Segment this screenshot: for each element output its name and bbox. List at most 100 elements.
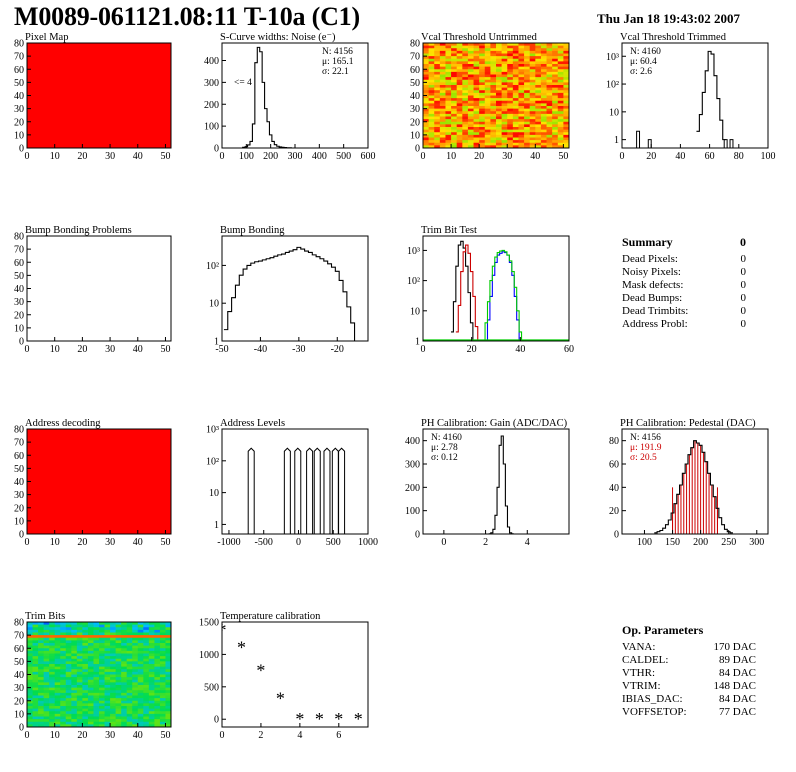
vcal-untrimmed-map-cell [546, 53, 553, 57]
vcal-trimmed-x-tick-label: 100 [761, 151, 776, 162]
vcal-untrimmed-map-cell [462, 66, 469, 70]
vcal-untrimmed-map-cell [451, 90, 458, 94]
trim-bits-map-cell [165, 711, 171, 715]
trim-bits-map-cell [143, 629, 150, 633]
trim-bits-map-cell [27, 687, 33, 691]
trim-bits-map-cell [43, 695, 50, 699]
trim-bits-map-cell [148, 679, 155, 683]
vcal-untrimmed-map-cell [462, 145, 469, 148]
trim-bits-map-cell [82, 661, 89, 665]
bump-bonding-x-tick-label: -40 [254, 344, 267, 355]
vcal-untrimmed-map-cell [484, 48, 491, 52]
trim-bit-test-series-line [485, 251, 522, 341]
vcal-untrimmed-map-cell [552, 108, 559, 112]
scurve-widths-x-tick-label: 600 [361, 151, 376, 162]
trim-bits-map-cell [76, 716, 83, 720]
vcal-untrimmed-map-cell [423, 142, 430, 146]
vcal-untrimmed-map-cell [524, 98, 531, 102]
trim-bits-map-cell [121, 666, 128, 670]
vcal-untrimmed-map-cell [484, 108, 491, 112]
vcal-untrimmed-map-cell [540, 77, 547, 81]
vcal-untrimmed-map-cell [451, 87, 458, 91]
vcal-untrimmed-map-cell [434, 121, 441, 125]
trim-bits-map-cell [165, 700, 171, 704]
trim-bits-map-cell [32, 687, 39, 691]
vcal-untrimmed-map-cell [434, 145, 441, 148]
scurve-widths-x-tick-label: 100 [239, 151, 254, 162]
vcal-untrimmed-map-cell [473, 69, 480, 73]
trim-bits-map-cell [54, 674, 61, 678]
trim-bits-map-cell [99, 656, 105, 660]
temperature-data-point: * [315, 709, 324, 729]
bump-map-palette-step [175, 247, 183, 253]
ph-pedestal-stat-line: μ: 191.9 [630, 443, 662, 453]
vcal-untrimmed-map-cell [552, 43, 559, 47]
vcal-untrimmed-map-cell [423, 106, 430, 110]
vcal-untrimmed-map-cell [518, 43, 525, 47]
vcal-untrimmed-map-cell [535, 132, 542, 136]
trim-bits-palette-label: 10 [185, 661, 191, 666]
trim-bits-map-cell [115, 671, 122, 675]
trim-bits-map-cell [110, 629, 117, 633]
vcal-untrimmed-map-cell [456, 95, 463, 99]
trim-bits-map-cell [110, 648, 117, 652]
vcal-untrimmed-map-cell [535, 129, 542, 133]
vcal-untrimmed-map-cell [456, 127, 463, 131]
trim-bits-map-cell [54, 643, 61, 647]
vcal-untrimmed-map-cell [535, 53, 542, 57]
trim-bits-map-cell [49, 629, 56, 633]
trim-bits-map-cell [87, 671, 94, 675]
pixel-map-palette-step [175, 101, 183, 107]
vcal-untrimmed-map-cell [552, 82, 559, 86]
vcal-untrimmed-map-cell [462, 77, 469, 81]
vcal-untrimmed-map-cell [445, 103, 452, 107]
vcal-untrimmed-map-cell [540, 61, 547, 65]
vcal-untrimmed-map-cell [439, 98, 446, 102]
trim-bits-map-cell [159, 685, 166, 689]
trim-bits-map-cell [110, 635, 117, 639]
address-decoding-palette-step [175, 429, 183, 435]
trim-bits-map-cell [82, 622, 89, 626]
trim-bits-map-cell [154, 640, 161, 644]
vcal-untrimmed-map-cell [451, 66, 458, 70]
vcal-untrimmed-map-cell [490, 64, 497, 68]
bump-map-palette-label: -1 [185, 298, 190, 303]
vcal-untrimmed-map-cell [563, 69, 569, 73]
trim-bits-map-cell [132, 703, 139, 707]
scurve-widths-x-tick-label: 0 [220, 151, 225, 162]
pixel-map-title: Pixel Map [25, 32, 68, 43]
vcal-untrimmed-map-cell [423, 45, 430, 49]
vcal-untrimmed-map-cell [529, 142, 536, 146]
trim-bits-map-cell [43, 724, 50, 727]
vcal-untrimmed-map-cell [563, 111, 569, 115]
vcal-untrimmed-map-cell [456, 43, 463, 47]
trim-bits-map-cell [43, 677, 50, 681]
vcal-untrimmed-map-cell [512, 116, 519, 120]
trim-bits-map-cell [54, 719, 61, 723]
trim-bits-y-tick-label: 80 [14, 618, 24, 629]
vcal-untrimmed-map-cell [467, 116, 474, 120]
trim-bits-map-cell [148, 650, 155, 654]
vcal-untrimmed-map-cell [479, 58, 486, 62]
trim-bits-map-cell [132, 669, 139, 673]
trim-bits-map-cell [154, 695, 161, 699]
address-decoding-y-tick-label: 80 [14, 425, 24, 436]
trim-bits-map-cell [121, 700, 128, 704]
trim-bits-map-cell [121, 671, 128, 675]
trim-bits-map-cell [87, 653, 94, 657]
vcal-untrimmed-map-cell [484, 137, 491, 141]
trim-bits-map-cell [154, 664, 161, 668]
ph-gain-title: PH Calibration: Gain (ADC/DAC) [421, 418, 568, 429]
trim-bits-map-cell [132, 629, 139, 633]
trim-bits-map-cell [110, 658, 117, 662]
trim-bits-map-cell [71, 658, 78, 662]
vcal-untrimmed-map-cell [456, 113, 463, 117]
trim-bits-map-cell [159, 627, 166, 631]
trim-bits-map-cell [99, 648, 105, 652]
vcal-untrimmed-map-cell [428, 111, 435, 115]
vcal-untrimmed-map-cell [490, 106, 497, 110]
trim-bits-map-cell [110, 708, 117, 712]
vcal-untrimmed-map-cell [557, 111, 564, 115]
trim-bits-map-cell [87, 679, 94, 683]
